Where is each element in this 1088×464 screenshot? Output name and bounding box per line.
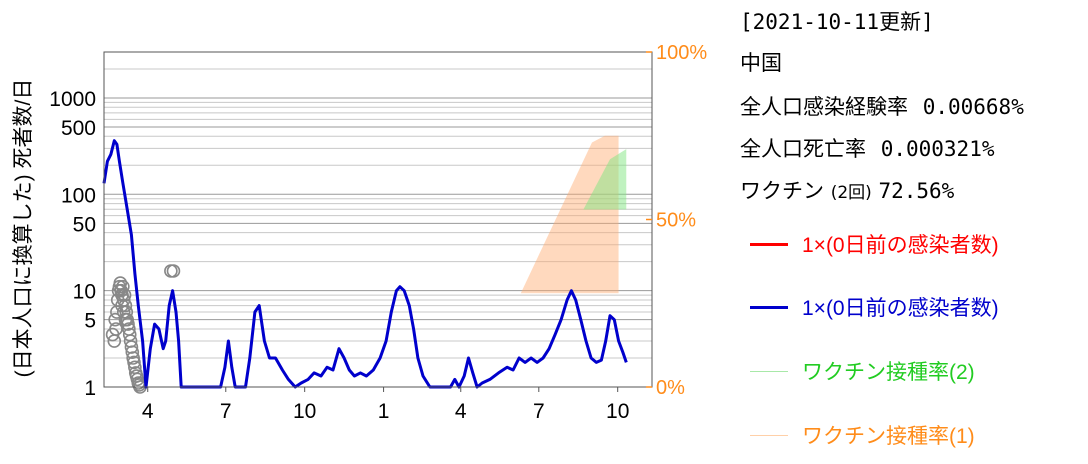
legend-swatch-orange: [750, 434, 788, 436]
country-name: 中国: [740, 51, 782, 75]
area-vaccine-1: [520, 135, 619, 294]
legend-label-red: 1×(0日前の感染者数): [802, 234, 999, 257]
y-tick-label: 50: [73, 213, 96, 236]
vaccine-doses: (2回): [830, 183, 872, 203]
scatter-point: [125, 345, 140, 359]
vaccine-rate-label: ワクチン: [740, 179, 824, 203]
legend-swatch-blue: [750, 305, 788, 309]
scatter-point: [118, 298, 133, 313]
infection-rate-value: 0.00668%: [922, 95, 1024, 119]
series-lines: [102, 139, 628, 389]
y-tick-label: 10: [73, 281, 96, 304]
y-tick-label: 1: [84, 377, 96, 400]
legend-item-orange: ワクチン接種率(1): [750, 420, 975, 450]
vaccine-rate-row: ワクチン (2回) 72.56%: [740, 175, 954, 205]
death-rate-label: 全人口死亡率: [740, 137, 866, 161]
grid-lines: [104, 51, 652, 388]
death-rate-value: 0.000321%: [880, 137, 995, 161]
chart: 1 5 10 50 100 500 1000 4 7 10 1 4 7 10 0% 50% 100% (日本…: [12, 42, 707, 423]
right-tick-label: 50%: [656, 210, 696, 232]
y-tick-label: 1000: [49, 88, 96, 111]
x-tick-label: 7: [533, 400, 545, 423]
x-tick-label: 7: [220, 400, 232, 423]
right-tick-label: 0%: [656, 377, 685, 399]
scatter-point: [115, 298, 129, 313]
legend-swatch-green: [750, 370, 788, 372]
y-tick-label: 500: [61, 117, 96, 140]
y-tick-label: 5: [84, 310, 96, 333]
scatter-point: [117, 288, 132, 302]
y-tick-label: 100: [61, 184, 96, 207]
scatter-point: [116, 305, 131, 319]
update-date: [2021-10-11更新]: [740, 10, 934, 34]
legend-item-blue: 1×(0日前の感染者数): [750, 292, 999, 322]
infection-rate-label: 全人口感染経験率: [740, 95, 908, 119]
scatter-point: [166, 264, 181, 278]
scatter-point: [107, 334, 122, 348]
scatter-point: [116, 279, 130, 294]
legend-item-green: ワクチン接種率(2): [750, 356, 975, 386]
right-tick-label: 100%: [656, 42, 707, 64]
scatter-points: [105, 264, 181, 394]
x-axis-ticks: 4 7 10 1 4 7 10: [142, 387, 629, 423]
y-axis-ticks: 1 5 10 50 100 500 1000: [49, 88, 96, 400]
x-tick-label: 4: [142, 400, 154, 423]
scatter-point: [105, 327, 120, 342]
right-axis-ticks: 0% 50% 100%: [646, 42, 707, 399]
scatter-point: [108, 312, 122, 327]
infection-rate-row: 全人口感染経験率 0.00668%: [740, 91, 1024, 121]
legend-label-blue: 1×(0日前の感染者数): [802, 297, 999, 320]
vaccine-areas: [520, 135, 627, 294]
legend-label-green: ワクチン接種率(2): [802, 361, 975, 384]
death-rate-row: 全人口死亡率 0.000321%: [740, 133, 994, 163]
legend-swatch-red: [750, 242, 788, 246]
legend-label-orange: ワクチン接種率(1): [802, 425, 975, 448]
x-tick-label: 4: [455, 400, 467, 423]
scatter-point: [118, 312, 133, 327]
legend-item-red: 1×(0日前の感染者数): [750, 229, 999, 259]
area-vaccine-2: [583, 149, 627, 210]
series-line: [102, 139, 628, 389]
x-tick-label: 1: [378, 400, 390, 423]
x-tick-label: 10: [606, 400, 629, 423]
y-axis-label: (日本人口に換算した) 死者数/日: [12, 79, 35, 378]
x-tick-label: 10: [293, 400, 316, 423]
vaccine-rate-value: 72.56%: [878, 179, 955, 203]
scatter-point: [127, 355, 141, 370]
